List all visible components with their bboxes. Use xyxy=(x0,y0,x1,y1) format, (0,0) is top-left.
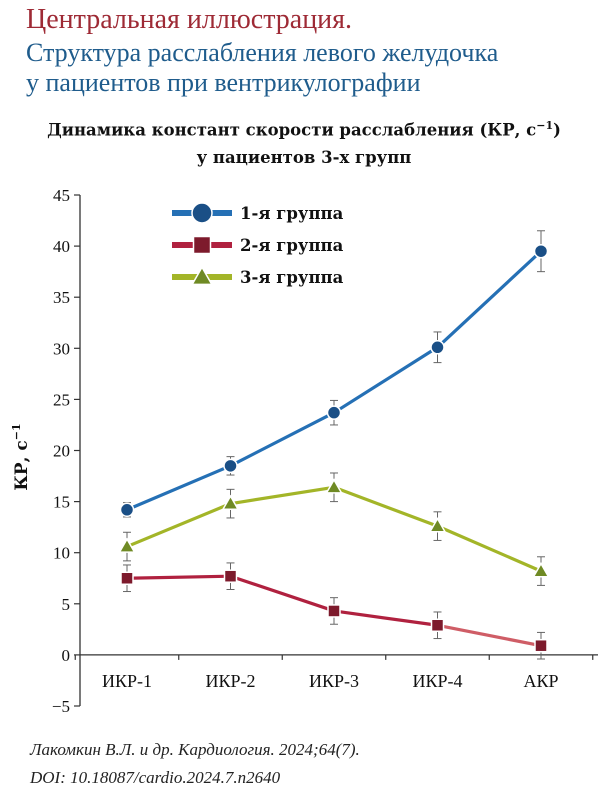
x-tick-label: ИКР-4 xyxy=(412,671,462,691)
y-tick-label: 35 xyxy=(53,288,70,307)
y-tick-label: 25 xyxy=(53,390,70,409)
series-line-segment-2 xyxy=(228,574,336,613)
data-point-series-3 xyxy=(428,517,447,533)
data-point-series-2 xyxy=(534,638,548,653)
data-point-series-2 xyxy=(120,571,134,585)
y-tick-label: 40 xyxy=(53,237,70,256)
series-line-segment-3 xyxy=(435,524,543,573)
doi: DOI: 10.18087/cardio.2024.7.n2640 xyxy=(30,768,281,787)
illustration-title-line-1: Структура расслабления левого желудочка xyxy=(26,38,499,67)
chart-axes: −5 0 5 10 15 20 25 30 35 40 45 ИКР-1 ИКР-2 ИКР-3 ИКР-4… xyxy=(52,186,598,716)
illustration-label: Центральная иллюстрация. xyxy=(26,4,353,35)
data-point-series-3 xyxy=(221,494,240,511)
illustration-title: Структура расслабления левого желудочка … xyxy=(26,38,498,98)
y-tick-label: 15 xyxy=(53,493,70,512)
x-tick-label: ИКР-3 xyxy=(309,671,359,691)
data-point-series-1 xyxy=(326,405,342,420)
chart-title: Динамика констант скорости расслабления … xyxy=(0,112,608,171)
chart-title-line-2: у пациентов 3-х групп xyxy=(196,147,412,167)
series-line-segment-1 xyxy=(332,345,440,415)
data-point-series-2 xyxy=(430,618,445,633)
legend-label: 3-я группа xyxy=(240,268,344,287)
series-line-segment-2 xyxy=(332,609,440,627)
legend-marker xyxy=(192,235,212,255)
data-point-series-1 xyxy=(119,502,135,518)
y-tick-label: 20 xyxy=(53,442,70,461)
series-line-segment-3 xyxy=(332,485,440,528)
data-point-series-1 xyxy=(533,243,549,259)
y-tick-label: 10 xyxy=(53,544,70,563)
series-line-segment-2 xyxy=(125,574,233,580)
legend-label: 1-я группа xyxy=(240,204,344,223)
chart-title-superscript: −1 xyxy=(536,119,554,132)
y-tick-label: 0 xyxy=(62,646,71,665)
y-tick-label: −5 xyxy=(52,697,70,716)
data-point-series-3 xyxy=(532,562,550,578)
y-axis-label: КР, с−1 xyxy=(10,423,32,490)
x-tick-label: ИКР-2 xyxy=(205,671,255,691)
x-tick-label: АКР xyxy=(523,671,558,691)
series-lines xyxy=(125,249,543,648)
series-line-segment-1 xyxy=(435,249,543,349)
legend-marker xyxy=(191,202,213,224)
series-line-segment-3 xyxy=(125,502,233,549)
series-line-segment-1 xyxy=(125,464,233,512)
data-point-series-3 xyxy=(118,537,136,553)
error-bars xyxy=(123,230,545,660)
y-tick-label: 45 xyxy=(53,186,70,205)
data-point-series-3 xyxy=(325,478,343,494)
series-line-segment-2 xyxy=(435,623,543,648)
series-line-segment-1 xyxy=(228,411,336,468)
x-tick-label: ИКР-1 xyxy=(102,671,152,691)
legend-marker xyxy=(190,265,214,286)
data-point-series-2 xyxy=(223,569,238,583)
chart-title-tail: ) xyxy=(553,120,561,140)
citation: Лакомкин В.Л. и др. Кардиология. 2024;64… xyxy=(30,740,360,759)
data-point-series-1 xyxy=(223,458,238,474)
illustration-title-line-2: у пациентов при вентрикулографии xyxy=(26,68,421,97)
series-line-segment-3 xyxy=(228,485,336,506)
y-axis-label-superscript: −1 xyxy=(10,423,23,440)
data-point-series-1 xyxy=(430,340,445,355)
legend-label: 2-я группа xyxy=(240,236,344,255)
chart-title-text: Динамика констант скорости расслабления … xyxy=(47,120,537,140)
chart-title-line-1: Динамика констант скорости расслабления … xyxy=(0,112,608,144)
y-tick-label: 30 xyxy=(53,339,70,358)
chart-legend: 1-я группа 2-я группа 3-я группа xyxy=(172,202,344,287)
data-point-series-2 xyxy=(327,604,341,618)
y-axis-label-text: КР, с xyxy=(12,440,32,490)
series-markers xyxy=(118,243,550,653)
y-tick-label: 5 xyxy=(62,595,71,614)
